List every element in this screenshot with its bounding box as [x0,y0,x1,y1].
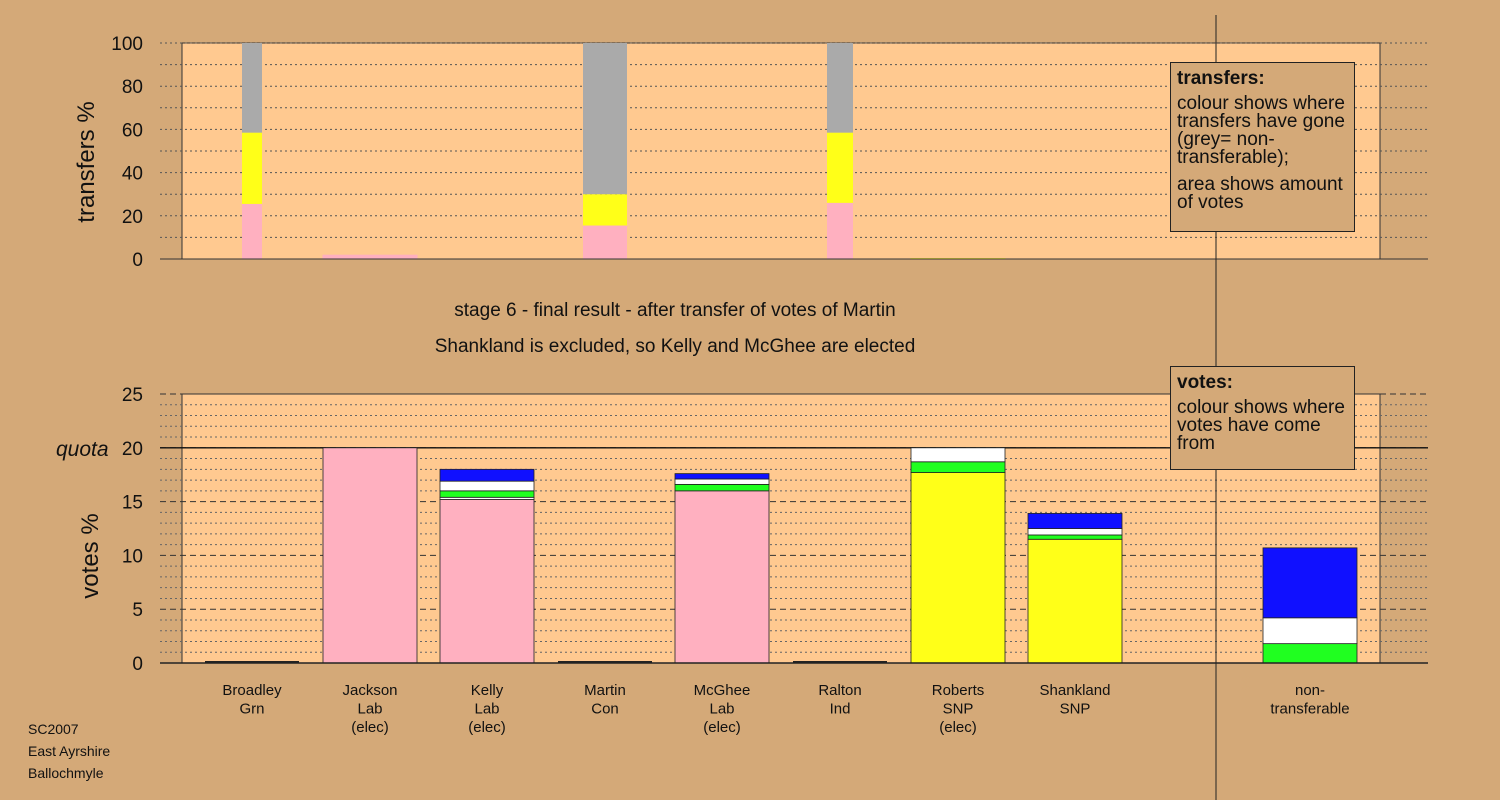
category-label: SNP [943,701,974,718]
footer-council: East Ayrshire [28,743,111,759]
vote-segment [439,468,535,482]
vote-segment [910,472,1006,664]
vote-segment [674,478,770,485]
category-label: Martin [584,682,626,699]
vote-segment [674,483,770,492]
votes-tick-label: 25 [122,385,143,406]
category-label: transferable [1270,701,1349,718]
category-label: (elec) [468,719,506,736]
transfer-segment [242,203,262,259]
quota-label: quota [56,438,109,461]
votes-tick-label: 0 [132,654,143,675]
transfers-legend-heading: transfers: [1177,68,1265,89]
votes-tick-label: 10 [122,546,143,567]
footer-election: SC2007 [28,721,79,737]
transfer-segment [827,43,853,133]
transfer-segment [827,202,853,259]
transfers-tick-label: 0 [132,250,143,271]
votes-plot: 0510152025BroadleyGrnJacksonLab(elec)Kel… [122,385,1428,736]
transfers-legend: transfers: colour shows where transfers … [1170,62,1355,232]
category-label: Con [591,701,619,718]
vote-segment [439,499,535,664]
category-label: Shankland [1040,682,1111,699]
transfer-segment [322,254,418,259]
vote-segment [1027,513,1123,529]
vote-segment [674,490,770,664]
vote-segment [1027,534,1123,540]
votes-legend-line1: colour shows where votes have come from [1177,397,1345,454]
transfer-segment [583,43,627,195]
category-label: Roberts [932,682,985,699]
transfer-segment [583,225,627,259]
chart-title-line2: Shankland is excluded, so Kelly and McGh… [434,336,916,357]
transfers-tick-label: 40 [122,164,143,185]
category-label: Ralton [818,682,861,699]
transfers-tick-label: 60 [122,120,143,141]
transfer-segment [583,194,627,226]
vote-segment [910,447,1006,463]
transfer-segment [242,132,262,204]
category-label: McGhee [694,682,751,699]
category-label: Broadley [222,682,282,699]
votes-axis-label: votes % [77,513,104,598]
category-label: Kelly [471,682,504,699]
chart-title-line1: stage 6 - final result - after transfer … [454,300,896,321]
category-label: (elec) [351,719,389,736]
vote-segment [1027,538,1123,664]
vote-segment [674,473,770,480]
vote-segment [439,490,535,498]
vote-segment [1262,617,1358,645]
vote-segment [910,461,1006,473]
category-label: Lab [474,701,499,718]
transfer-segment [827,132,853,203]
category-label: Grn [239,701,264,718]
transfers-axis-label: transfers % [73,101,100,222]
transfer-segment [242,43,262,133]
votes-tick-label: 20 [122,439,143,460]
category-label: (elec) [939,719,977,736]
votes-tick-label: 15 [122,493,143,514]
footer-ward: Ballochmyle [28,765,104,781]
transfers-legend-line2: area shows amount of votes [1177,174,1343,213]
transfers-tick-label: 20 [122,207,143,228]
votes-legend-heading: votes: [1177,372,1233,393]
vote-segment [1262,547,1358,619]
vote-segment [322,447,418,664]
vote-segment [439,480,535,492]
transfers-tick-label: 80 [122,77,143,98]
transfers-legend-line1: colour shows where transfers have gone (… [1177,93,1345,168]
votes-tick-label: 5 [132,600,143,621]
category-label: SNP [1060,701,1091,718]
category-label: Ind [830,701,851,718]
votes-legend: votes: colour shows where votes have com… [1170,366,1355,470]
category-label: Lab [357,701,382,718]
vote-segment [1262,643,1358,664]
vote-segment [1027,528,1123,536]
category-label: Jackson [342,682,397,699]
category-label: (elec) [703,719,741,736]
category-label: Lab [709,701,734,718]
category-label: non- [1295,682,1325,699]
transfers-tick-label: 100 [111,34,143,55]
